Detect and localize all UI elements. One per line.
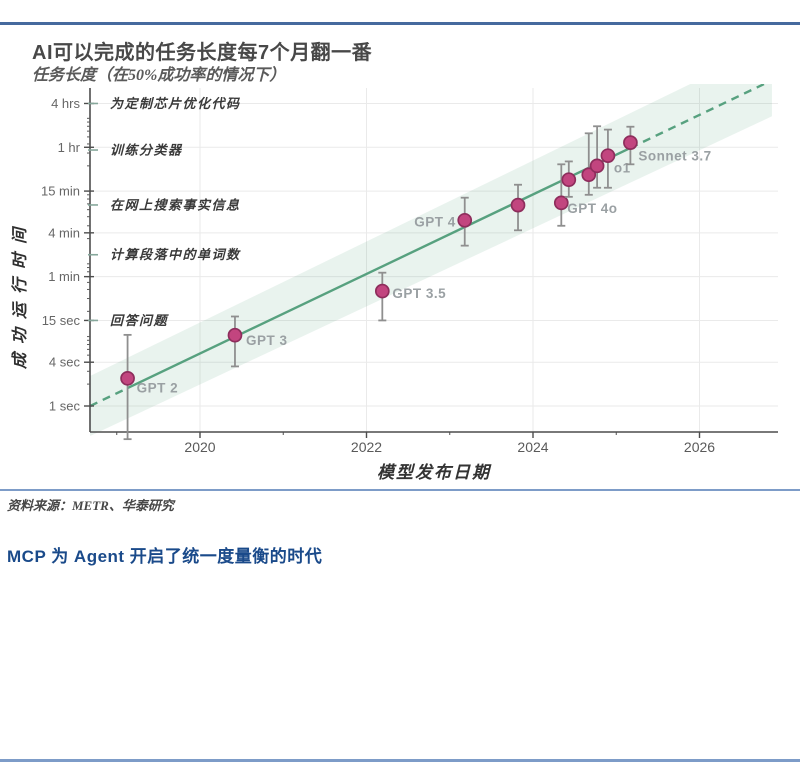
point-marker <box>374 283 390 299</box>
data-point <box>561 160 577 198</box>
y-tick-label: 1 min <box>48 269 80 284</box>
data-point-gpt-3-5: GPT 3.5 <box>374 271 446 322</box>
task-annotation: 为定制芯片优化代码 <box>110 96 241 111</box>
chart-subtitle: 任务长度（在50%成功率的情况下） <box>32 67 286 84</box>
data-point-gpt-4: GPT 4 <box>414 196 473 247</box>
point-label: GPT 4 <box>414 214 456 229</box>
task-annotation: 回答问题 <box>110 313 170 328</box>
point-label: GPT 4o <box>567 201 617 216</box>
point-marker <box>553 195 569 211</box>
page-bottom-rule <box>0 759 800 762</box>
data-point-o1: o1 <box>600 128 631 189</box>
data-point-gpt-2: GPT 2 <box>120 333 179 441</box>
x-tick-label: 2022 <box>351 439 382 455</box>
trend-line-dashed-left <box>90 387 129 408</box>
x-tick-label: 2024 <box>517 439 548 455</box>
chart-title: AI可以完成的任务长度每7个月翻一番 <box>32 42 373 64</box>
data-point <box>589 125 605 189</box>
trend-line-solid <box>127 146 631 390</box>
task-annotation: 在网上搜索事实信息 <box>110 197 241 212</box>
task-duration-chart: 4 hrs 1 hr 15 min 4 min 1 min 15 sec 4 sec 1 se… <box>12 42 778 482</box>
point-marker <box>457 212 473 228</box>
chart-canvas: 4 hrs 1 hr 15 min 4 min 1 min 15 sec 4 sec 1 se… <box>41 84 778 455</box>
x-tick-label: 2026 <box>684 439 715 455</box>
y-tick-label: 4 sec <box>49 355 81 370</box>
source-note: 资料来源：METR、华泰研究 <box>7 498 174 513</box>
data-point-gpt-4o: GPT 4o <box>553 163 617 227</box>
point-marker <box>120 370 135 386</box>
x-tick-label: 2020 <box>184 439 215 455</box>
y-tick-label: 15 sec <box>42 313 81 328</box>
point-marker <box>510 197 526 213</box>
y-tick-label: 1 hr <box>58 140 81 155</box>
y-axis-label: 成功运行时间 <box>12 219 29 370</box>
y-tick-label: 15 min <box>41 184 80 199</box>
top-divider-rule <box>0 22 800 25</box>
trend-line-dashed-right <box>629 84 767 149</box>
data-point <box>510 183 526 232</box>
point-label: GPT 3.5 <box>392 286 446 301</box>
y-tick-label: 1 sec <box>49 399 81 414</box>
data-point-sonnet-3-7: Sonnet 3.7 <box>623 125 711 166</box>
data-point <box>581 132 597 196</box>
source-divider-rule <box>0 489 800 491</box>
point-marker <box>581 167 597 183</box>
point-marker <box>600 148 616 164</box>
y-tick-label: 4 hrs <box>51 96 80 111</box>
y-tick-label: 4 min <box>48 225 80 240</box>
point-marker <box>561 172 577 188</box>
x-axis-label: 模型发布日期 <box>377 463 491 482</box>
task-annotation: 计算段落中的单词数 <box>110 247 241 262</box>
point-label: Sonnet 3.7 <box>638 149 711 164</box>
point-label: GPT 2 <box>137 380 179 395</box>
point-label: o1 <box>614 161 631 176</box>
section-heading: MCP 为 Agent 开启了统一度量衡的时代 <box>7 547 323 566</box>
point-marker <box>623 135 638 150</box>
point-label: GPT 3 <box>246 333 288 348</box>
point-marker <box>589 158 605 174</box>
point-marker <box>227 327 243 343</box>
task-annotation: 训练分类器 <box>110 143 183 158</box>
trend-confidence-band <box>90 84 772 436</box>
data-point-gpt-3: GPT 3 <box>227 315 288 368</box>
